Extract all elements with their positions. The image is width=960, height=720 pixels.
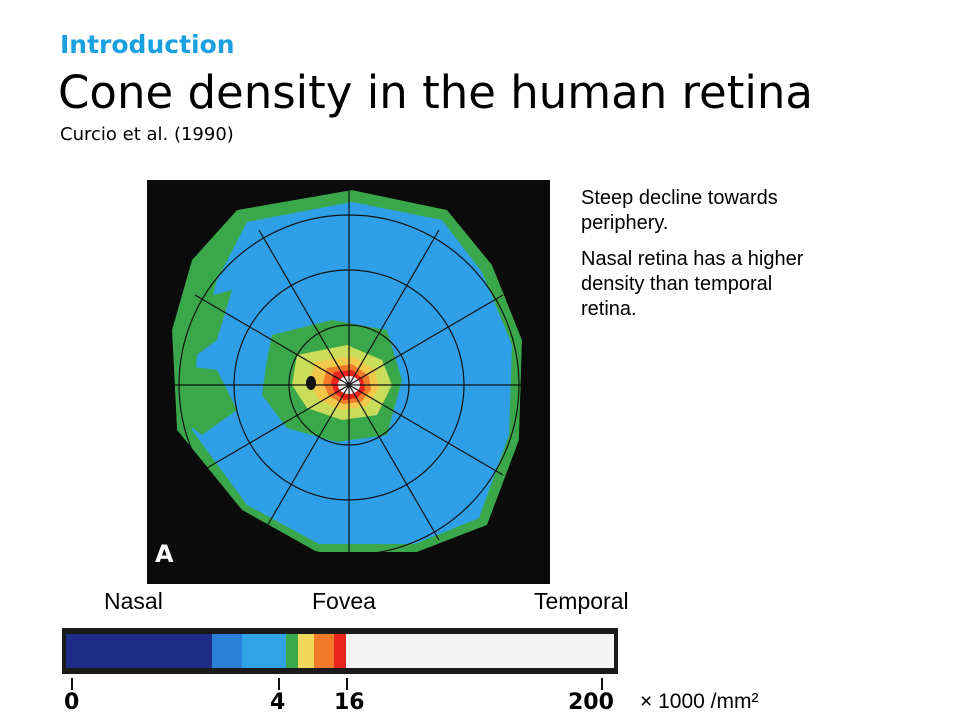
notes: Steep decline towards periphery. Nasal r… bbox=[581, 186, 831, 333]
tick-label-0: 0 bbox=[64, 690, 80, 715]
label-nasal: Nasal bbox=[104, 588, 163, 614]
tick-label-200: 200 bbox=[568, 690, 614, 715]
slide-title: Cone density in the human retina bbox=[58, 66, 813, 119]
retina-density-map: A bbox=[147, 180, 553, 584]
note-steep-decline: Steep decline towards periphery. bbox=[581, 187, 778, 234]
density-color-scale bbox=[62, 628, 618, 674]
label-fovea: Fovea bbox=[312, 588, 376, 614]
note-nasal-density: Nasal retina has a higher density than t… bbox=[581, 248, 804, 320]
density-unit: × 1000 /mm² bbox=[640, 690, 759, 713]
section-kicker: Introduction bbox=[60, 30, 235, 59]
panel-letter: A bbox=[155, 540, 174, 568]
citation: Curcio et al. (1990) bbox=[60, 124, 234, 145]
tick-label-16: 16 bbox=[334, 690, 365, 715]
label-temporal: Temporal bbox=[534, 588, 629, 614]
color-scale-ticks: 0 4 16 200 bbox=[62, 674, 618, 720]
tick-label-4: 4 bbox=[270, 690, 286, 715]
